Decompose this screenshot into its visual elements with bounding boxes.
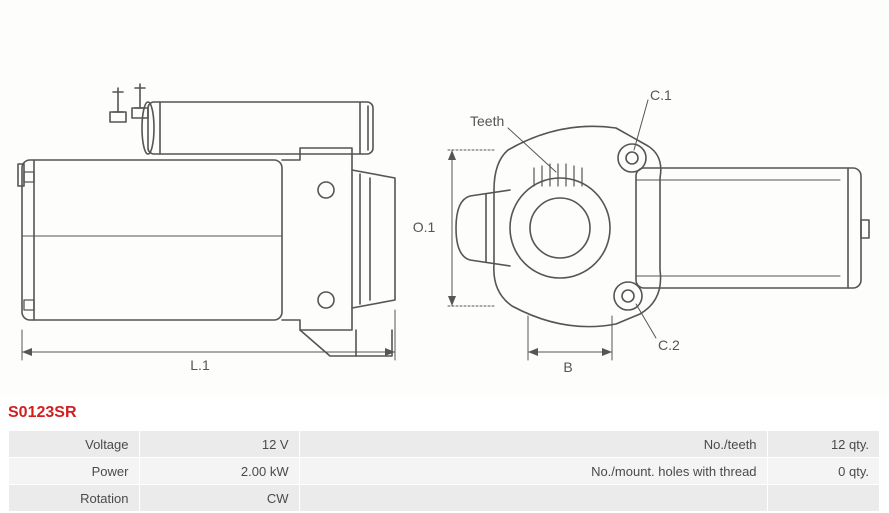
spec-value <box>768 485 879 511</box>
left-view <box>18 84 395 356</box>
spec-label: Rotation <box>9 485 139 511</box>
dimension-B <box>528 316 612 360</box>
spec-label: Power <box>9 458 139 484</box>
spec-value: 12 qty. <box>768 431 879 457</box>
table-row: Voltage 12 V No./teeth 12 qty. <box>9 431 879 457</box>
spec-value: CW <box>140 485 299 511</box>
drawing-svg: L.1 O.1 B Teeth C.1 C.2 <box>0 0 889 395</box>
spec-value: 0 qty. <box>768 458 879 484</box>
label-L1: L.1 <box>190 357 210 373</box>
label-Teeth: Teeth <box>470 113 504 129</box>
label-C2: C.2 <box>658 337 680 353</box>
spec-value: 12 V <box>140 431 299 457</box>
spec-label: No./teeth <box>300 431 767 457</box>
callouts <box>508 100 656 338</box>
table-row: Power 2.00 kW No./mount. holes with thre… <box>9 458 879 484</box>
product-code: S0123SR <box>8 404 77 422</box>
technical-drawing-area: L.1 O.1 B Teeth C.1 C.2 <box>0 0 889 395</box>
right-view <box>456 126 869 326</box>
dimension-O1 <box>448 150 494 306</box>
table-row: Rotation CW <box>9 485 879 511</box>
spec-label: No./mount. holes with thread <box>300 458 767 484</box>
specs-table: Voltage 12 V No./teeth 12 qty. Power 2.0… <box>8 430 880 512</box>
label-O1: O.1 <box>413 219 436 235</box>
spec-label <box>300 485 767 511</box>
gear-teeth <box>534 164 582 186</box>
spec-value: 2.00 kW <box>140 458 299 484</box>
spec-label: Voltage <box>9 431 139 457</box>
dimension-L1 <box>22 310 395 360</box>
label-C1: C.1 <box>650 87 672 103</box>
label-B: B <box>563 359 572 375</box>
